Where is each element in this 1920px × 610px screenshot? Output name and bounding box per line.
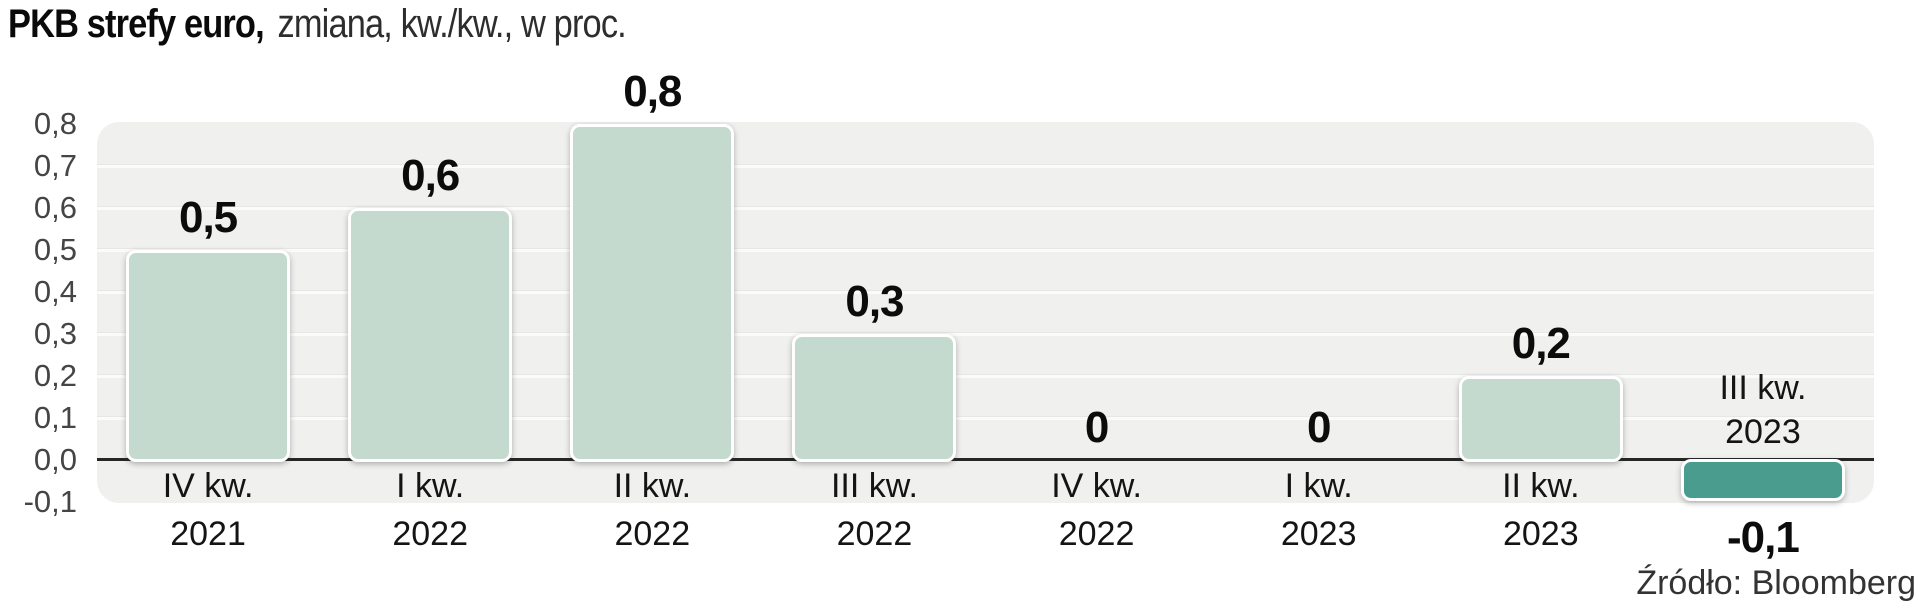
category-label: III kw. 2023: [1719, 366, 1806, 454]
bar-value-label: -0,1: [1727, 513, 1800, 562]
category-label: II kw. 2023: [1502, 462, 1579, 558]
category-year: 2022: [392, 515, 469, 553]
category-quarter: IV kw.: [1051, 467, 1142, 505]
gridline: [97, 207, 1874, 210]
category-label: II kw. 2022: [614, 462, 691, 558]
bar-slot: 0 IV kw. 2022: [986, 122, 1208, 554]
gridline: [97, 333, 1874, 336]
y-axis-tick-label: 0,8: [33, 106, 77, 141]
chart-subtitle: zmiana, kw./kw., w proc.: [277, 2, 627, 46]
category-year: 2022: [1058, 515, 1135, 553]
gridline: [97, 417, 1874, 420]
bar-slots: 0,5 IV kw. 2021 0,6 I kw. 2022 0,8 II kw. 2022 0,…: [97, 68, 1874, 562]
category-quarter: III kw.: [1719, 369, 1807, 407]
bar-value-label: 0,3: [845, 277, 904, 326]
chart-title: PKB strefy euro, zmiana, kw./kw., w proc.: [8, 2, 627, 47]
bar-slot: 0,8 II kw. 2022: [541, 68, 763, 553]
category-label: I kw. 2022: [392, 462, 468, 558]
y-axis-tick-label: 0,0: [33, 442, 77, 477]
bar-value-label: 0,8: [623, 67, 682, 116]
category-label: IV kw. 2021: [163, 462, 254, 558]
plot-area: 0,5 IV kw. 2021 0,6 I kw. 2022 0,8 II kw. 2022 0,…: [97, 68, 1874, 562]
category-year: 2023: [1725, 413, 1801, 451]
category-quarter: IV kw.: [162, 467, 254, 505]
source-credit: Źródło: Bloomberg: [1636, 564, 1916, 602]
category-label: IV kw. 2022: [1051, 462, 1142, 558]
y-axis-tick-label: 0,3: [33, 316, 77, 351]
bar: [348, 208, 513, 462]
bar-slot: 0,5 IV kw. 2021: [97, 122, 319, 553]
y-axis-tick-label: 0,1: [33, 400, 77, 435]
bar-slot: 0,2 II kw. 2023: [1430, 122, 1652, 553]
category-quarter: II kw.: [1502, 467, 1580, 505]
category-label: I kw. 2023: [1281, 462, 1357, 558]
category-year: 2022: [614, 515, 691, 553]
bar-value-label: 0,5: [178, 193, 238, 242]
bar-value-label: 0,6: [401, 151, 460, 200]
bar-slot: 0,6 I kw. 2022: [319, 122, 541, 553]
chart-title-bold: PKB strefy euro,: [8, 2, 265, 46]
gridline: [97, 165, 1874, 168]
y-axis-tick-label: 0,6: [33, 190, 77, 225]
bar-value-label: 0: [1084, 403, 1110, 452]
bar-slot: 0,3 III kw. 2022: [763, 122, 985, 553]
category-quarter: I kw.: [1284, 467, 1353, 505]
bar-slot: 0 I kw. 2023: [1208, 122, 1430, 554]
bar: [126, 250, 291, 462]
category-quarter: II kw.: [613, 467, 692, 505]
category-quarter: I kw.: [396, 467, 465, 505]
category-quarter: III kw.: [830, 467, 918, 505]
bar-slot: -0,1 III kw. 2023: [1652, 122, 1874, 562]
bar-value-label: 0: [1306, 403, 1332, 452]
bar: [1458, 376, 1623, 462]
y-axis-tick-label: 0,5: [33, 232, 77, 267]
category-year: 2023: [1502, 515, 1579, 553]
y-axis-tick-label: 0,4: [33, 274, 77, 309]
gridline: [97, 375, 1874, 378]
y-axis-tick-label: 0,2: [33, 358, 77, 393]
category-year: 2023: [1280, 515, 1357, 553]
gridline: [97, 249, 1874, 252]
category-year: 2021: [170, 515, 246, 553]
y-axis-tick-label: 0,7: [33, 148, 77, 183]
gridline: [97, 291, 1874, 294]
category-label: III kw. 2022: [831, 462, 918, 558]
bar: [1680, 459, 1845, 501]
y-axis-tick-label: -0,1: [23, 484, 77, 519]
bar: [792, 334, 957, 462]
bar: [570, 124, 735, 462]
category-year: 2022: [836, 515, 913, 553]
zero-axis-line: [97, 458, 1874, 461]
bar-value-label: 0,2: [1511, 319, 1571, 368]
